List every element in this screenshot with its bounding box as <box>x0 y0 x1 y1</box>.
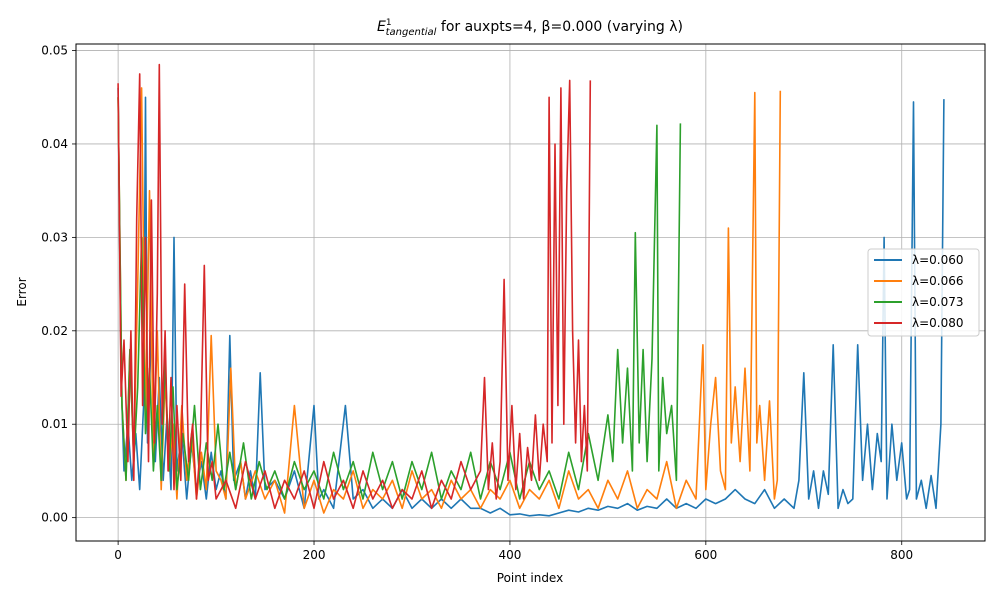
title-rest: for auxpts=4, β=0.000 (varying λ) <box>436 19 683 35</box>
series-line-2 <box>117 97 682 500</box>
title-symbol: E <box>377 19 386 35</box>
legend-label-2: λ=0.073 <box>912 295 964 309</box>
legend: λ=0.060 λ=0.066 λ=0.073 λ=0.080 <box>867 248 980 337</box>
y-tick-label: 0.02 <box>41 324 68 338</box>
legend-label-1: λ=0.066 <box>912 274 964 288</box>
x-tick-label: 200 <box>303 548 326 562</box>
y-tick-label: 0.00 <box>41 511 68 525</box>
legend-box <box>867 248 980 337</box>
series-line-1 <box>117 87 782 514</box>
title-superscript: 1 <box>386 18 392 28</box>
x-tick-label: 800 <box>890 548 913 562</box>
y-axis-label: Error <box>15 277 29 306</box>
legend-label-3: λ=0.080 <box>912 316 964 330</box>
x-tick-label: 600 <box>694 548 717 562</box>
y-tick-label: 0.01 <box>41 417 68 431</box>
series-line-3 <box>117 63 592 510</box>
y-tick-label: 0.04 <box>41 137 68 151</box>
chart-title: E1 tangential for auxpts=4, β=0.000 (vary… <box>377 18 683 38</box>
legend-label-0: λ=0.060 <box>912 253 964 267</box>
x-axis-label: Point index <box>497 571 563 585</box>
x-tick-label: 400 <box>498 548 521 562</box>
x-tick-label: 0 <box>114 548 122 562</box>
y-tick-label: 0.03 <box>41 230 68 244</box>
axis-ticks: 0 200 400 600 800 0.00 0.01 0.02 0.03 0.04 0.05 <box>41 44 913 562</box>
title-subscript: tangential <box>386 27 437 38</box>
plot-series <box>117 63 945 517</box>
plot-frame <box>75 43 986 542</box>
y-tick-label: 0.05 <box>41 44 68 58</box>
